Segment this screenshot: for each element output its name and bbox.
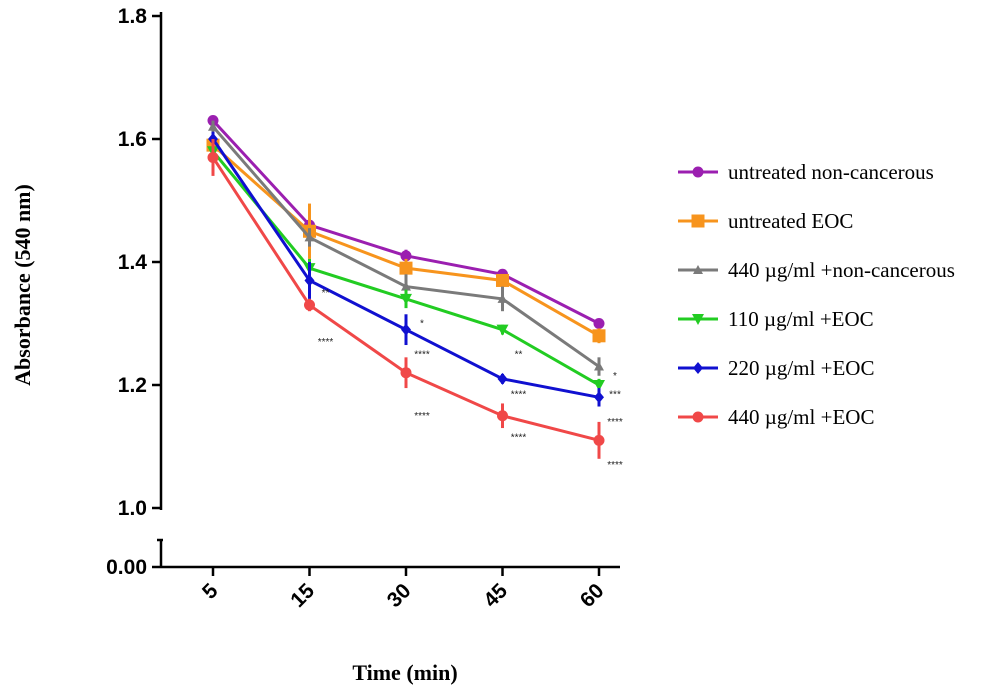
data-point — [593, 380, 605, 391]
data-point — [304, 274, 315, 287]
y-tick-label: 1.8 — [118, 5, 148, 28]
y-axis-ticks: 1.0 1.2 1.4 1.6 1.8 0.00 — [106, 5, 161, 579]
series-6 — [207, 139, 605, 459]
legend-swatch-marker — [692, 166, 704, 178]
legend-item: 220 µg/ml +EOC — [678, 356, 874, 380]
data-point — [208, 121, 218, 131]
legend-item: untreated EOC — [678, 209, 853, 233]
data-point — [497, 372, 508, 385]
significance-label: ** — [322, 288, 330, 299]
significance-annotations: ************************************* — [318, 288, 623, 471]
significance-label: **** — [414, 349, 430, 360]
legend-label: 110 µg/ml +EOC — [728, 307, 874, 331]
legend-swatch-marker — [693, 265, 703, 274]
series-5 — [208, 131, 604, 407]
significance-label: **** — [511, 389, 527, 400]
y-axis-title: Absorbance (540 nm) — [10, 184, 35, 386]
data-point — [496, 273, 509, 287]
y-tick-label: 1.4 — [118, 251, 148, 274]
significance-label: **** — [607, 460, 623, 471]
legend-label: untreated non-cancerous — [728, 160, 934, 184]
x-tick-label: 30 — [383, 579, 416, 612]
legend-item: 110 µg/ml +EOC — [678, 307, 874, 331]
x-tick-label: 15 — [286, 579, 319, 612]
legend-label: 220 µg/ml +EOC — [728, 356, 874, 380]
data-point — [593, 434, 605, 446]
y-break-tick-label: 0.00 — [106, 556, 147, 579]
significance-label: ** — [515, 349, 523, 360]
x-axis-title: Time (min) — [352, 660, 457, 685]
legend-label: 440 µg/ml +EOC — [728, 405, 874, 429]
axes — [157, 12, 620, 569]
data-point — [399, 261, 413, 275]
significance-label: **** — [414, 411, 430, 422]
legend-label: 440 µg/ml +non-cancerous — [728, 258, 955, 282]
significance-label: **** — [607, 417, 623, 428]
data-point — [400, 367, 412, 379]
significance-label: * — [613, 371, 617, 382]
data-point — [304, 232, 315, 242]
legend-swatch-marker — [692, 411, 704, 423]
significance-label: *** — [609, 389, 621, 400]
data-point — [594, 391, 604, 404]
legend-swatch-marker — [693, 362, 703, 374]
legend: untreated non-cancerous untreated EOC 440 … — [678, 160, 955, 429]
legend-label: untreated EOC — [728, 209, 853, 233]
data-point — [594, 361, 604, 371]
data-point — [593, 318, 605, 329]
y-tick-label: 1.0 — [118, 497, 147, 520]
plot-area — [206, 115, 606, 459]
data-point — [592, 329, 606, 343]
legend-item: 440 µg/ml +EOC — [678, 405, 874, 429]
y-tick-label: 1.6 — [118, 128, 147, 151]
data-point — [400, 293, 412, 305]
data-point — [497, 410, 508, 422]
data-point — [401, 323, 411, 336]
legend-swatch-marker — [692, 314, 704, 325]
significance-label: **** — [318, 337, 334, 348]
legend-swatch-marker — [691, 214, 705, 228]
x-axis-ticks: 5 15 30 45 60 — [198, 567, 609, 612]
data-point — [400, 250, 412, 262]
data-point — [304, 299, 315, 311]
legend-item: untreated non-cancerous — [678, 160, 934, 184]
data-point — [207, 151, 219, 163]
significance-label: * — [420, 319, 424, 330]
x-tick-label: 60 — [576, 579, 609, 612]
y-tick-label: 1.2 — [118, 374, 147, 397]
data-point — [401, 281, 411, 291]
significance-label: **** — [511, 432, 527, 443]
x-tick-label: 5 — [198, 579, 223, 604]
data-point — [496, 324, 509, 336]
data-point — [497, 293, 508, 303]
x-tick-label: 45 — [479, 579, 512, 612]
legend-item: 440 µg/ml +non-cancerous — [678, 258, 955, 282]
